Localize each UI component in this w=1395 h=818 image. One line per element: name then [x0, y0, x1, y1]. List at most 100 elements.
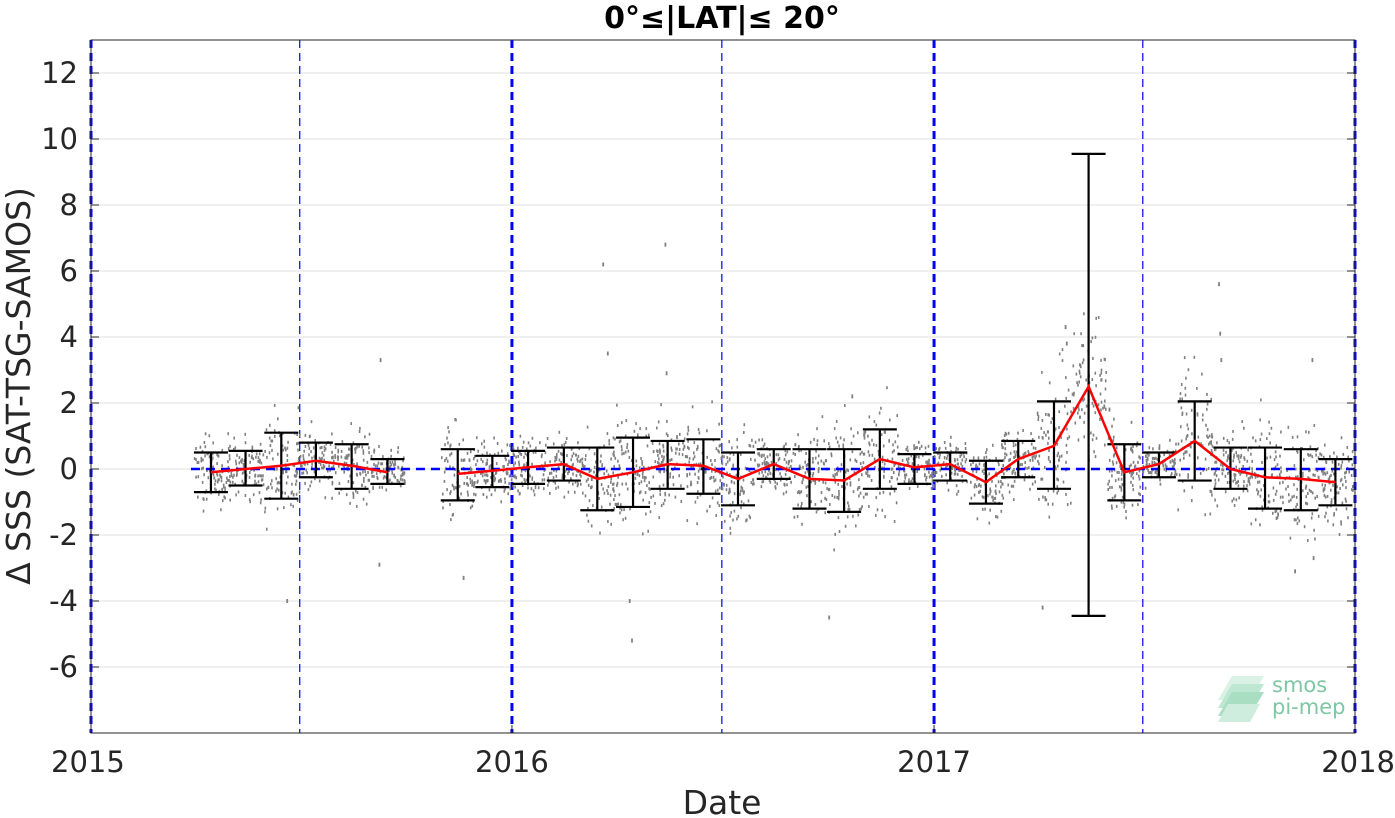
match-up-point — [1175, 472, 1178, 476]
match-up-point — [1222, 464, 1224, 468]
match-up-point — [1138, 455, 1140, 459]
match-up-point — [1340, 466, 1342, 470]
match-up-point — [1347, 455, 1349, 459]
match-up-point — [373, 448, 376, 452]
match-up-point — [284, 491, 286, 495]
match-up-point — [257, 456, 260, 460]
match-up-point — [221, 448, 224, 452]
y-tick-label: 0 — [60, 452, 78, 486]
match-up-point — [1183, 456, 1185, 460]
match-up-point — [1302, 489, 1304, 493]
match-up-point — [375, 472, 378, 476]
match-up-point — [499, 478, 502, 481]
match-up-point — [925, 460, 927, 464]
match-up-point — [494, 476, 496, 480]
match-up-point — [214, 479, 217, 483]
match-up-point — [450, 490, 452, 494]
match-up-point — [1274, 450, 1277, 454]
match-up-point — [1139, 493, 1141, 497]
match-up-point — [225, 480, 228, 484]
match-up-point — [1206, 402, 1209, 406]
match-up-point — [1139, 456, 1142, 460]
match-up-point — [512, 463, 515, 467]
match-up-point — [928, 458, 930, 462]
match-up-point — [1227, 472, 1229, 475]
match-up-point — [380, 462, 382, 466]
match-up-point — [829, 503, 831, 506]
match-up-point — [1184, 386, 1187, 390]
match-up-point — [452, 512, 454, 516]
match-up-point — [732, 464, 734, 468]
match-up-point — [875, 423, 878, 427]
match-up-point — [1132, 488, 1135, 492]
match-up-point — [850, 441, 853, 445]
match-up-point — [696, 522, 698, 526]
match-up-point — [640, 480, 643, 484]
match-up-point — [995, 515, 997, 519]
match-up-point — [608, 439, 610, 443]
match-up-point — [442, 492, 444, 496]
match-up-point — [585, 454, 587, 458]
match-up-point — [698, 431, 701, 435]
match-up-point — [834, 468, 836, 472]
match-up-point — [220, 508, 222, 512]
match-up-point — [1002, 496, 1005, 500]
match-up-point — [481, 442, 483, 446]
match-up-point — [946, 454, 949, 458]
match-up-point — [929, 474, 932, 478]
match-up-point — [442, 500, 444, 503]
match-up-point — [557, 449, 560, 453]
match-up-point — [572, 462, 574, 466]
match-up-point — [507, 463, 509, 467]
match-up-point — [1200, 442, 1202, 446]
match-up-point — [834, 473, 836, 477]
match-up-point — [693, 441, 696, 444]
match-up-point — [368, 432, 371, 436]
match-up-point — [844, 404, 846, 407]
match-up-point — [612, 482, 615, 486]
match-up-point — [1273, 458, 1276, 462]
match-up-point — [401, 473, 404, 477]
match-up-point — [904, 473, 906, 477]
match-up-point — [208, 455, 211, 459]
match-up-point — [1298, 519, 1301, 523]
match-up-point — [1173, 460, 1175, 464]
match-up-point — [792, 451, 795, 455]
match-up-point — [249, 460, 251, 464]
match-up-point — [961, 464, 964, 468]
match-up-point — [657, 460, 659, 464]
match-up-point — [767, 462, 770, 466]
match-up-point — [1041, 419, 1044, 422]
match-up-point — [1280, 466, 1282, 470]
match-up-point — [226, 478, 229, 482]
match-up-point — [648, 501, 651, 505]
match-up-point — [1121, 495, 1124, 499]
match-up-point — [1207, 467, 1210, 470]
match-up-point — [626, 442, 629, 446]
match-up-point — [1274, 510, 1277, 514]
match-up-point — [784, 449, 787, 453]
match-up-point — [595, 460, 597, 464]
outlier-point — [379, 358, 382, 363]
match-up-point — [723, 455, 725, 459]
match-up-point — [844, 524, 847, 528]
match-up-point — [381, 485, 383, 489]
match-up-point — [1047, 441, 1049, 445]
match-up-point — [347, 465, 349, 469]
match-up-point — [1344, 471, 1346, 475]
match-up-point — [765, 463, 768, 467]
match-up-point — [1067, 388, 1070, 392]
match-up-point — [328, 464, 330, 468]
match-up-point — [842, 445, 845, 449]
match-up-point — [286, 453, 289, 457]
match-up-point — [400, 474, 402, 478]
match-up-point — [1072, 406, 1075, 410]
match-up-point — [494, 472, 497, 475]
match-up-point — [1238, 460, 1241, 464]
match-up-point — [769, 471, 772, 475]
match-up-point — [533, 493, 536, 497]
match-up-point — [1095, 316, 1097, 320]
match-up-point — [662, 502, 665, 506]
match-up-point — [215, 488, 217, 492]
match-up-point — [963, 455, 965, 459]
